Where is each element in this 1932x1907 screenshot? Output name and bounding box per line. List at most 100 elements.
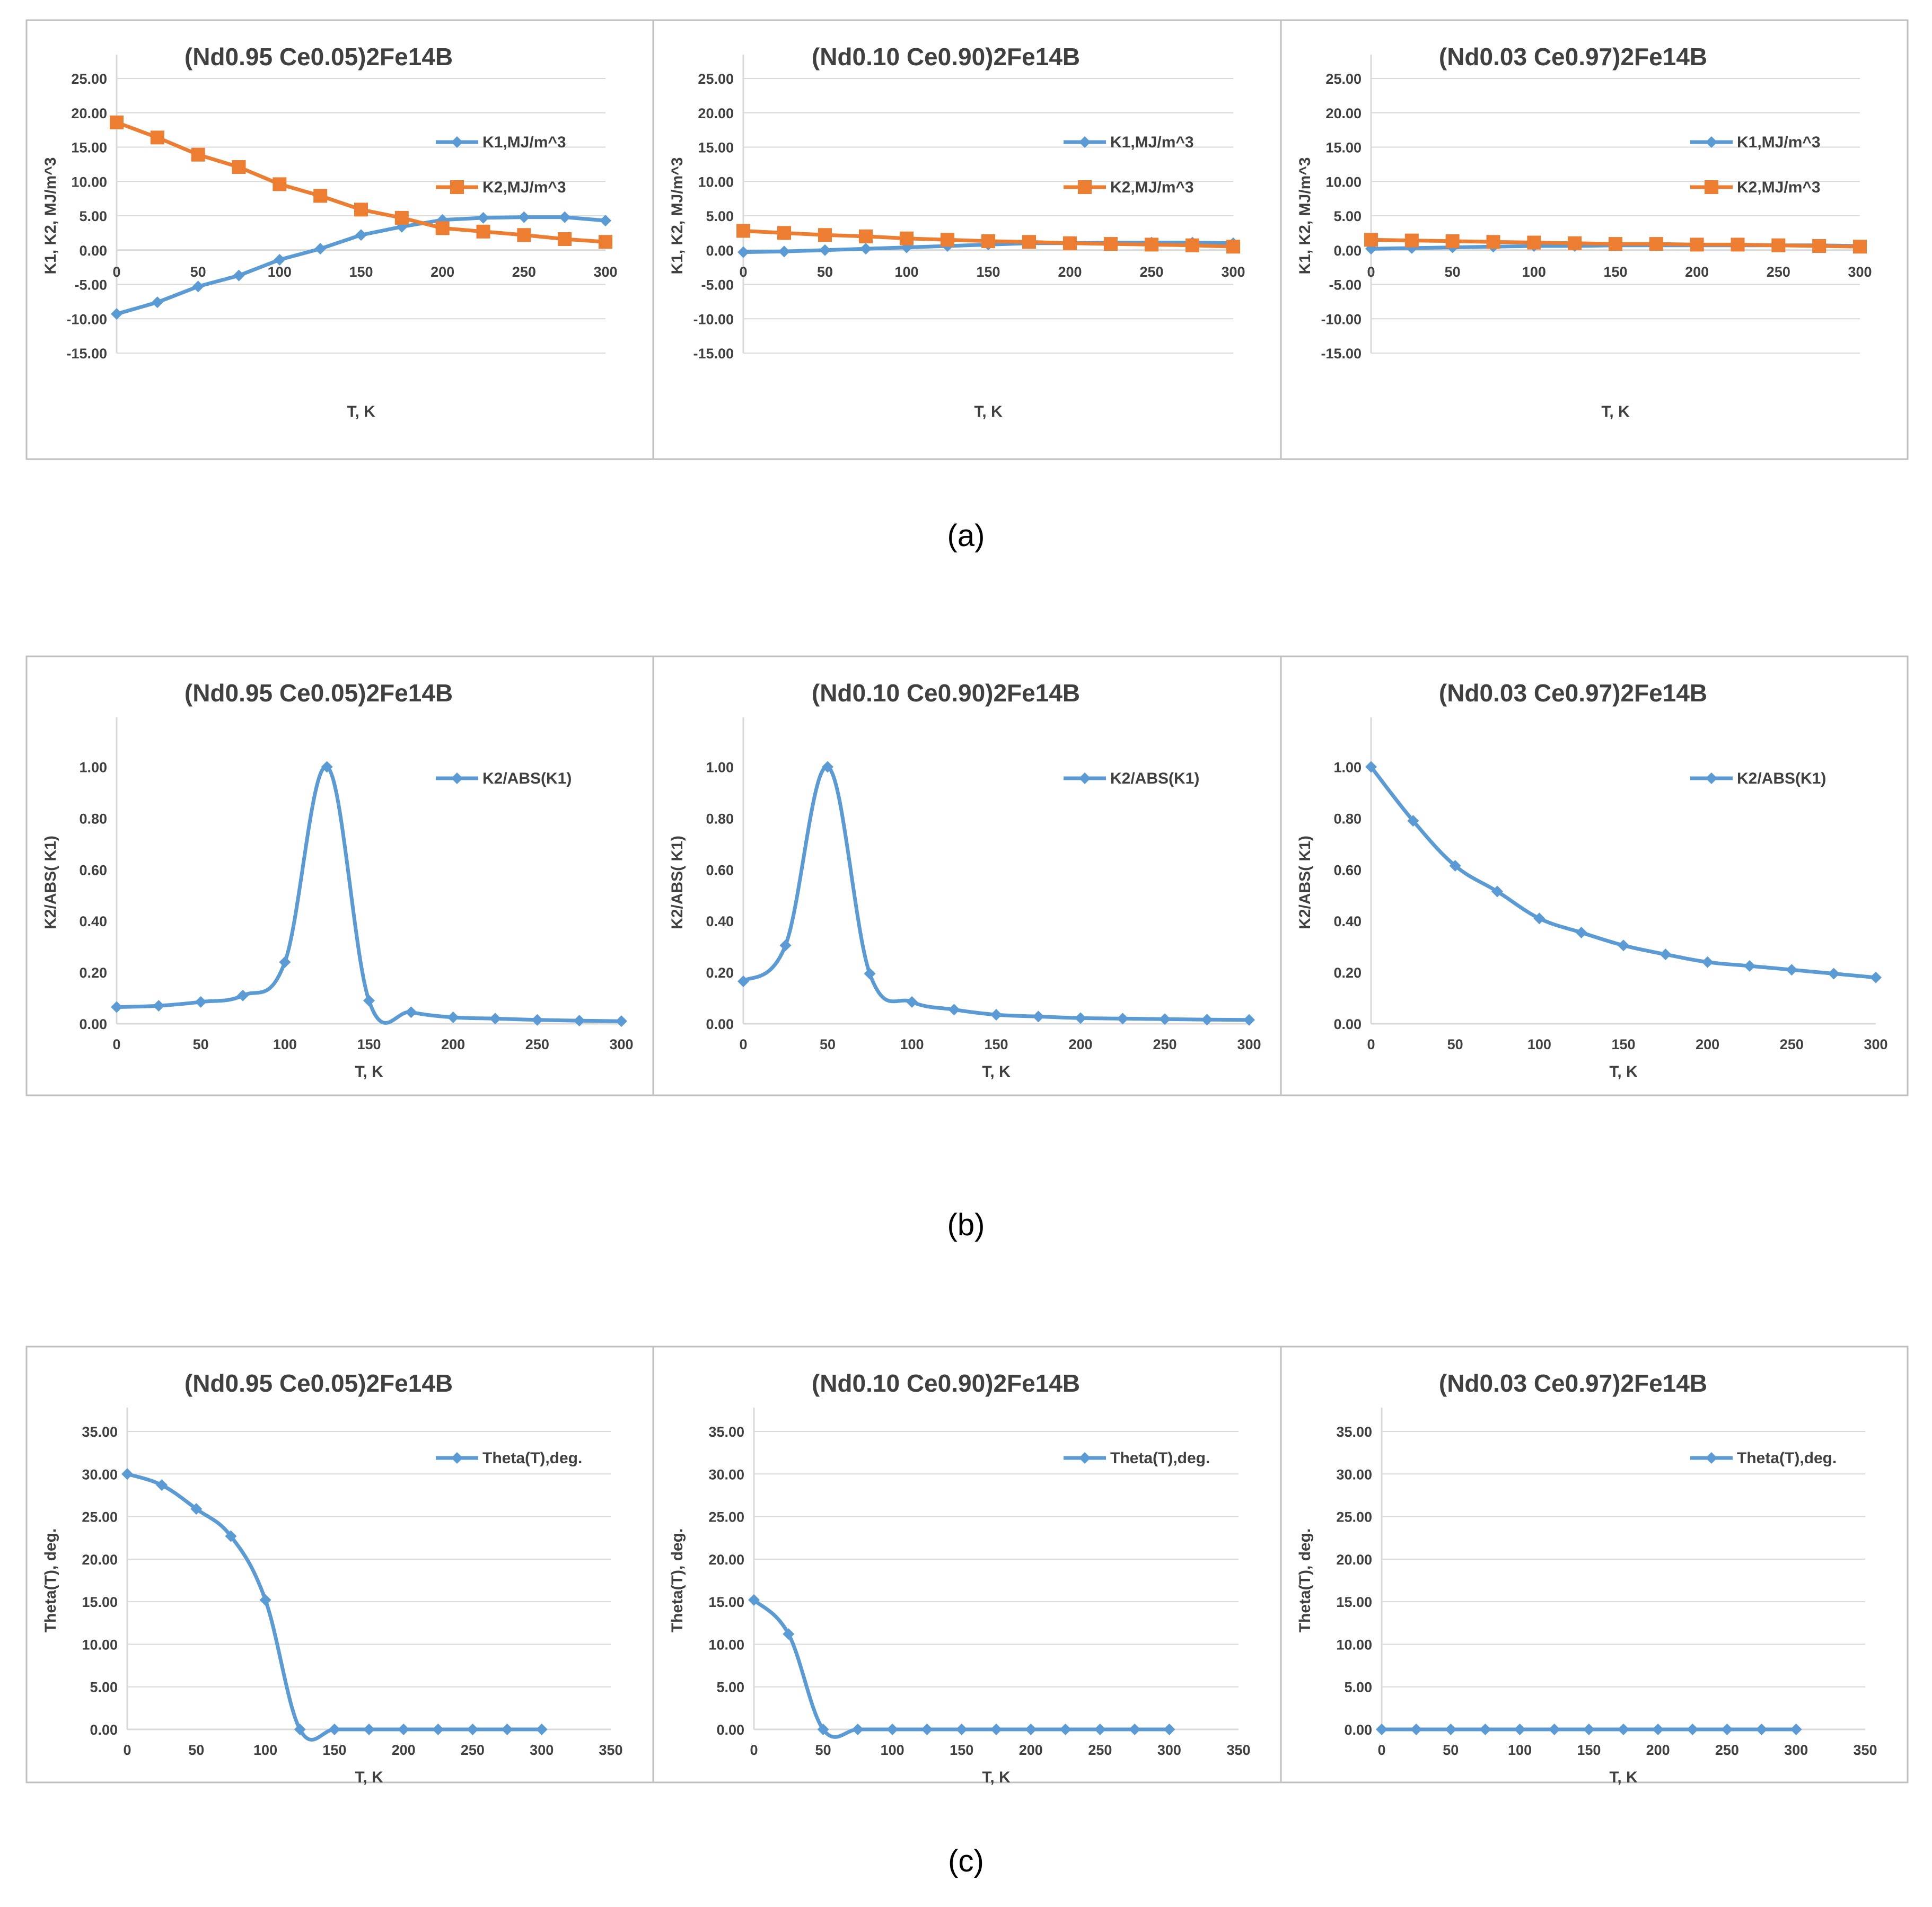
y-tick-label: 5.00 xyxy=(1333,208,1362,224)
data-point-diamond xyxy=(489,1013,501,1025)
chart-frame xyxy=(1280,1346,1909,1783)
data-point-diamond xyxy=(559,211,571,223)
x-tick-label: 150 xyxy=(357,1036,381,1052)
data-point-diamond xyxy=(1407,815,1419,827)
legend-marker xyxy=(451,1452,463,1464)
y-tick-label: 15.00 xyxy=(71,140,107,156)
x-tick-label: 100 xyxy=(1527,1036,1551,1052)
y-tick-label: 25.00 xyxy=(82,1509,118,1525)
x-tick-label: 350 xyxy=(1226,1742,1250,1758)
y-tick-label: 0.40 xyxy=(1333,913,1362,929)
y-tick-label: 0.00 xyxy=(706,1016,734,1032)
data-point-square xyxy=(1812,239,1826,253)
y-tick-label: 0.00 xyxy=(79,1016,107,1032)
chart-title: (Nd0.10 Ce0.90)2Fe14B xyxy=(812,1369,1080,1397)
legend-label: K2,MJ/m^3 xyxy=(482,179,566,196)
data-point-diamond xyxy=(363,995,375,1007)
data-point-diamond xyxy=(279,956,291,968)
y-tick-label: 0.40 xyxy=(706,913,734,929)
y-tick-label: 20.00 xyxy=(82,1552,118,1568)
x-tick-label: 100 xyxy=(894,264,918,280)
x-tick-label: 0 xyxy=(1367,1036,1375,1052)
data-point-diamond xyxy=(1652,1724,1664,1735)
legend-label: Theta(T),deg. xyxy=(1110,1449,1210,1467)
data-point-diamond xyxy=(948,1004,960,1016)
x-tick-label: 250 xyxy=(1139,264,1163,280)
x-tick-label: 150 xyxy=(1577,1742,1601,1758)
data-point-diamond xyxy=(1479,1724,1491,1735)
legend-marker xyxy=(1079,136,1091,148)
y-tick-label: 5.00 xyxy=(90,1680,118,1695)
legend-marker xyxy=(1706,136,1717,148)
data-point-diamond xyxy=(822,761,833,773)
legend-label: K1,MJ/m^3 xyxy=(1737,134,1821,151)
data-point-diamond xyxy=(1491,885,1503,898)
y-tick-label: 35.00 xyxy=(82,1424,118,1440)
data-point-square xyxy=(599,235,612,249)
x-tick-label: 0 xyxy=(112,1036,120,1052)
x-tick-label: 250 xyxy=(1715,1742,1739,1758)
data-point-diamond xyxy=(864,968,876,980)
series-line-1 xyxy=(742,765,1250,1022)
y-tick-label: 0.60 xyxy=(79,862,107,878)
y-tick-label: 25.00 xyxy=(71,71,107,87)
y-axis-title: Theta(T), deg. xyxy=(42,1528,59,1633)
chart-frame xyxy=(25,1346,654,1783)
legend-marker xyxy=(450,180,464,194)
y-tick-label: 0.20 xyxy=(706,965,734,981)
data-point-diamond xyxy=(321,761,333,773)
data-point-diamond xyxy=(1025,1724,1037,1735)
data-point-diamond xyxy=(748,1594,760,1606)
x-tick-label: 200 xyxy=(1646,1742,1670,1758)
legend-label: K2/ABS(K1) xyxy=(482,770,572,787)
data-point-square xyxy=(1022,235,1036,249)
x-tick-label: 150 xyxy=(322,1742,346,1758)
x-tick-label: 300 xyxy=(530,1742,554,1758)
data-point-diamond xyxy=(259,1594,271,1606)
data-point-diamond xyxy=(783,1628,795,1640)
data-point-diamond xyxy=(616,1015,627,1027)
panel-caption: (a) xyxy=(947,519,985,553)
x-tick-label: 300 xyxy=(593,264,617,280)
data-point-diamond xyxy=(1583,1724,1595,1735)
y-tick-label: 25.00 xyxy=(1325,71,1362,87)
data-point-diamond xyxy=(1870,971,1882,983)
y-tick-label: 15.00 xyxy=(698,140,734,156)
data-point-square xyxy=(900,231,914,245)
x-axis-title: T, K xyxy=(982,1063,1011,1080)
y-tick-label: 10.00 xyxy=(82,1637,118,1653)
data-point-square xyxy=(981,234,995,248)
y-tick-label: 35.00 xyxy=(1336,1424,1372,1440)
data-point-square xyxy=(435,221,450,235)
y-tick-label: 20.00 xyxy=(1336,1552,1372,1568)
chart-panel-8: (Nd0.10 Ce0.90)2Fe14B 0.00 5.00 10.00 15.00 2… xyxy=(652,1346,1282,1786)
data-point-square xyxy=(1486,235,1500,249)
data-point-diamond xyxy=(573,1015,585,1027)
x-tick-label: 350 xyxy=(599,1742,622,1758)
chart-panel-3: (Nd0.03 Ce0.97)2Fe14B -15.00 -10.00 -5.00 0.… xyxy=(1280,19,1909,460)
x-axis-title: T, K xyxy=(1601,403,1630,420)
data-point-square xyxy=(1853,240,1867,254)
data-point-diamond xyxy=(1548,1724,1560,1735)
x-tick-label: 100 xyxy=(881,1742,904,1758)
y-tick-label: 0.80 xyxy=(1333,811,1362,827)
x-axis-title: T, K xyxy=(355,1063,383,1080)
y-tick-label: 0.40 xyxy=(79,913,107,929)
data-point-square xyxy=(1364,233,1378,247)
y-tick-label: -15.00 xyxy=(66,346,107,362)
y-tick-label: 20.00 xyxy=(71,106,107,121)
data-point-square xyxy=(1145,238,1158,252)
legend-label: K2/ABS(K1) xyxy=(1110,770,1199,787)
data-point-square xyxy=(859,229,873,243)
y-tick-label: 15.00 xyxy=(82,1594,118,1610)
data-point-diamond xyxy=(447,1011,459,1023)
data-point-diamond xyxy=(1514,1724,1526,1735)
y-tick-label: 5.00 xyxy=(1344,1680,1372,1695)
data-point-diamond xyxy=(192,280,204,293)
data-point-diamond xyxy=(1163,1724,1175,1735)
chart-title: (Nd0.95 Ce0.05)2Fe14B xyxy=(185,679,453,707)
x-tick-label: 300 xyxy=(609,1036,633,1052)
y-tick-label: 0.60 xyxy=(1333,862,1362,878)
y-tick-label: 20.00 xyxy=(1325,106,1362,121)
